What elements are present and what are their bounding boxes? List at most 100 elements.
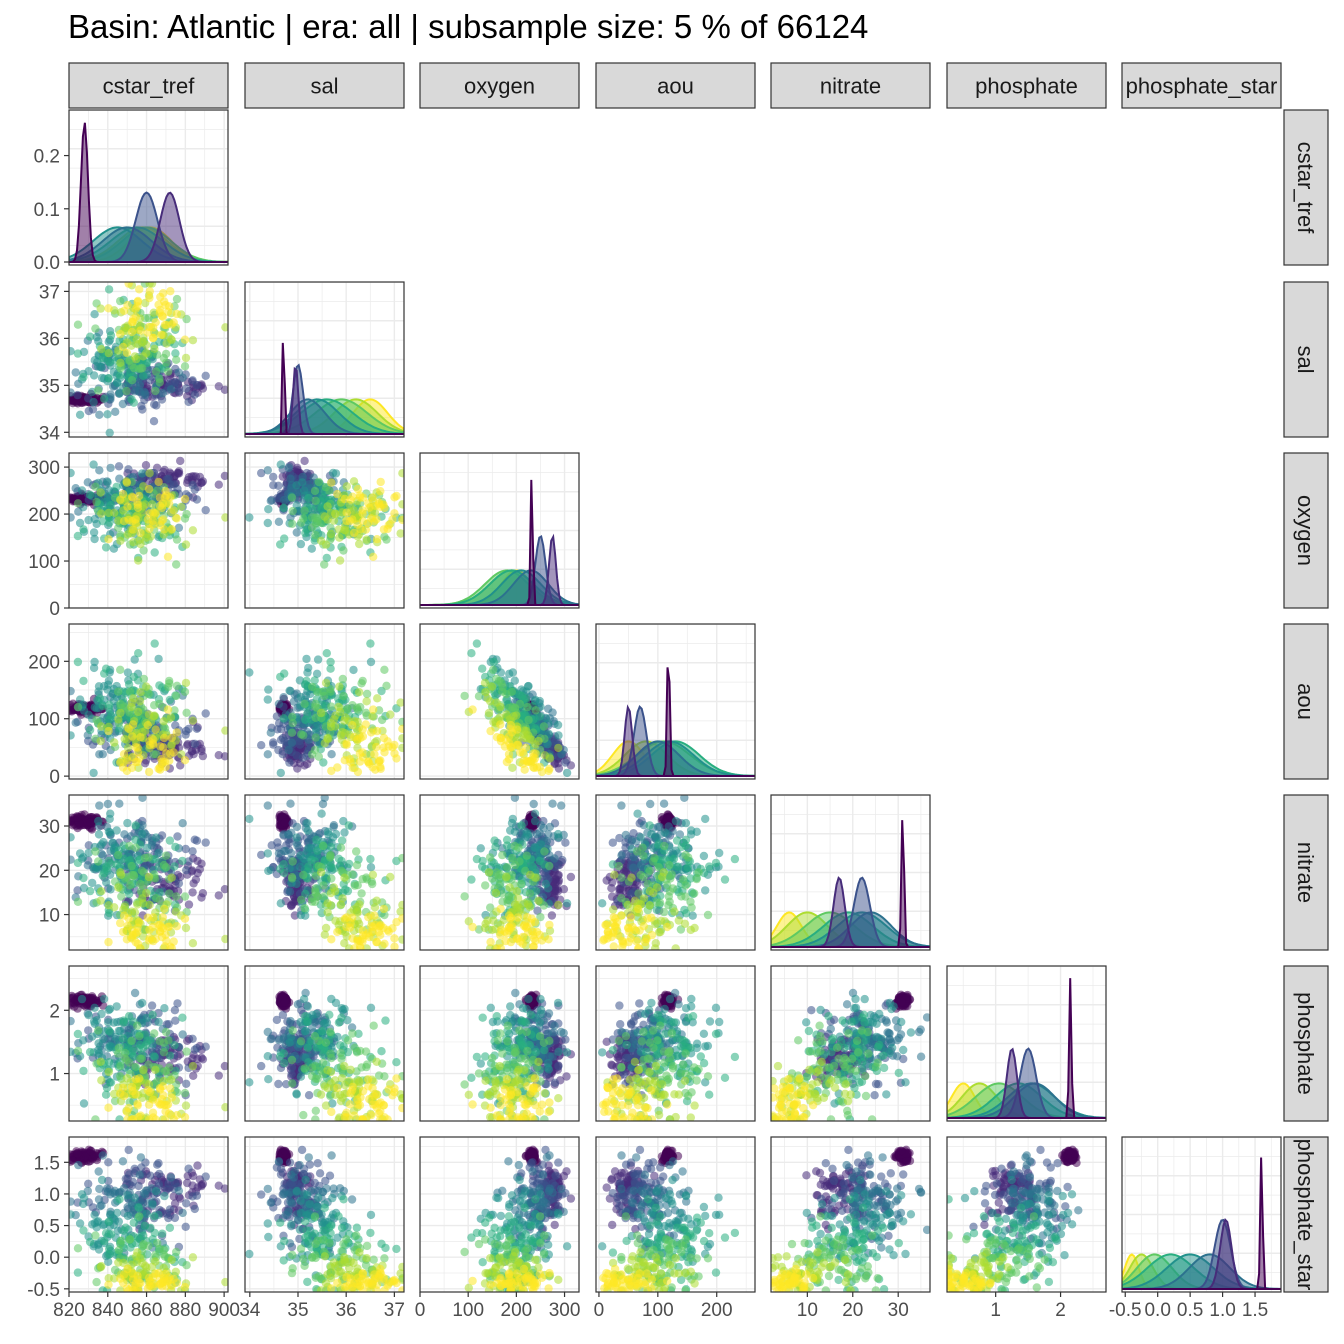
point	[344, 859, 354, 869]
point	[335, 707, 345, 717]
point	[73, 349, 83, 358]
point	[104, 704, 114, 713]
strip-top-oxygen	[419, 62, 580, 109]
point	[184, 397, 193, 407]
point	[148, 516, 158, 526]
point	[101, 543, 111, 552]
point	[83, 478, 93, 487]
point	[358, 509, 367, 518]
point	[136, 364, 146, 373]
point	[474, 692, 484, 701]
point	[269, 472, 278, 482]
point	[137, 401, 146, 411]
point	[127, 360, 136, 370]
point	[85, 886, 95, 896]
point	[295, 740, 305, 749]
point	[147, 500, 157, 509]
point	[170, 706, 179, 715]
point	[535, 712, 544, 721]
point	[97, 345, 106, 354]
point	[353, 484, 363, 494]
strip-right-label-oxygen: oxygen	[1293, 495, 1318, 566]
point	[83, 861, 93, 870]
point	[116, 329, 125, 339]
point	[472, 639, 482, 648]
point	[353, 936, 362, 946]
point	[95, 410, 104, 419]
point	[129, 398, 138, 407]
point	[398, 743, 404, 753]
point	[286, 799, 295, 808]
point	[98, 871, 108, 880]
point	[166, 335, 176, 344]
point	[151, 386, 160, 396]
point	[357, 889, 366, 898]
density-sal-group-0	[245, 342, 404, 435]
point	[561, 838, 570, 847]
point	[123, 818, 132, 828]
point	[340, 914, 349, 923]
point	[181, 844, 190, 854]
point	[69, 468, 75, 478]
point	[506, 826, 515, 835]
point	[116, 296, 125, 306]
point	[353, 705, 362, 714]
point	[188, 526, 198, 535]
point	[89, 371, 99, 380]
point	[263, 695, 272, 704]
strip-right-oxygen	[1283, 452, 1329, 609]
point	[188, 747, 197, 756]
point	[111, 407, 120, 416]
point	[201, 506, 210, 515]
point	[371, 920, 380, 930]
point	[150, 639, 159, 648]
point	[502, 835, 512, 844]
point	[285, 758, 294, 767]
strip-top-phosphate_star	[1121, 62, 1282, 109]
point	[476, 844, 485, 853]
point	[127, 861, 136, 871]
panel-border	[68, 623, 229, 780]
point	[138, 469, 147, 478]
point	[326, 684, 335, 694]
point	[529, 799, 538, 809]
point	[562, 768, 572, 778]
point	[139, 674, 149, 684]
point	[350, 881, 359, 890]
point	[172, 514, 181, 523]
point	[172, 892, 181, 901]
point	[69, 513, 75, 522]
point	[134, 556, 143, 565]
point	[90, 356, 100, 365]
point	[304, 837, 313, 846]
point	[160, 525, 169, 534]
point	[495, 881, 504, 890]
point	[323, 502, 332, 511]
point	[91, 482, 100, 491]
strip-top-label-oxygen: oxygen	[464, 74, 535, 99]
point	[172, 691, 181, 701]
point	[331, 829, 341, 839]
point	[284, 830, 293, 840]
point	[88, 878, 97, 888]
point	[160, 733, 169, 743]
point	[301, 715, 310, 724]
point	[313, 846, 322, 855]
point	[545, 822, 555, 832]
point	[133, 939, 143, 948]
point	[143, 721, 152, 730]
point	[319, 758, 328, 767]
point	[533, 906, 542, 915]
point	[366, 854, 375, 864]
point	[96, 736, 105, 746]
strip-right-label-phosphate_star: phosphate_star	[1293, 1139, 1318, 1291]
point	[84, 406, 94, 416]
point	[376, 762, 385, 772]
point	[92, 332, 101, 342]
point	[280, 669, 289, 678]
point	[98, 701, 108, 711]
point	[263, 801, 272, 810]
point	[91, 847, 100, 856]
point	[178, 819, 187, 828]
point	[170, 862, 179, 871]
